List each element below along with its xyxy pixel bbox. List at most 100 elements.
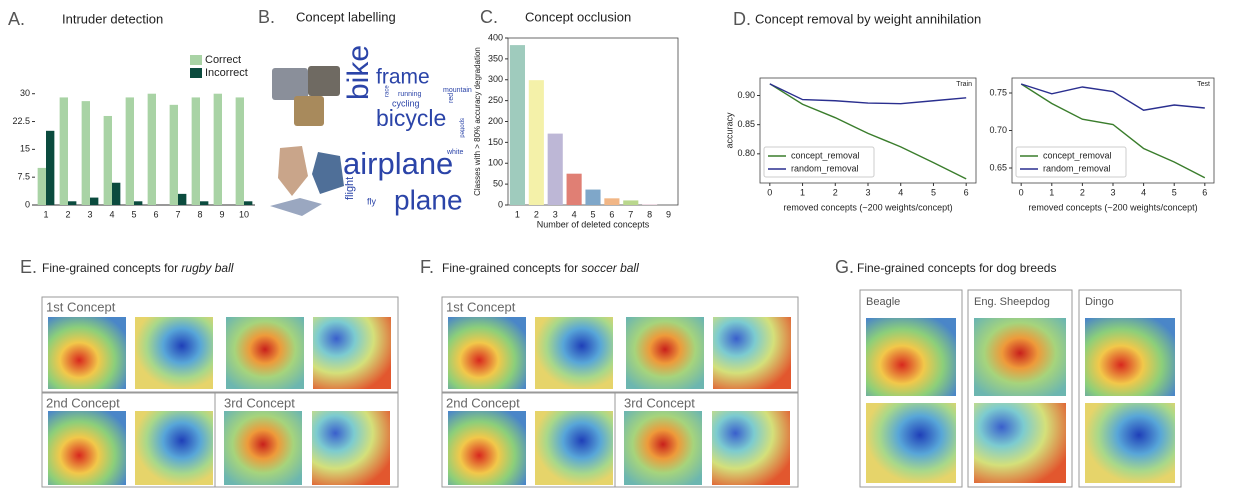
legend-label: Correct bbox=[205, 54, 241, 66]
word: bike bbox=[342, 45, 375, 100]
heatmap-image bbox=[313, 317, 391, 389]
y-tick-label: 100 bbox=[488, 158, 503, 168]
y-tick-label: 22.5 bbox=[12, 116, 30, 126]
x-tick-label: 4 bbox=[109, 209, 114, 219]
heatmap-image bbox=[48, 317, 126, 389]
corner-label: Test bbox=[1197, 81, 1210, 88]
word: airplane bbox=[343, 146, 453, 181]
heatmap-image bbox=[626, 317, 704, 389]
x-tick-label: 2 bbox=[1080, 187, 1085, 197]
bar bbox=[68, 201, 76, 205]
panel-title: Concept labelling bbox=[296, 9, 396, 24]
x-tick-label: 8 bbox=[197, 209, 202, 219]
image bbox=[308, 66, 340, 96]
bar bbox=[126, 97, 134, 205]
x-tick-label: 0 bbox=[1019, 187, 1024, 197]
bar bbox=[244, 201, 252, 205]
bar bbox=[148, 94, 156, 205]
panel-letter: F. bbox=[420, 257, 434, 277]
word: flight bbox=[344, 177, 356, 200]
y-tick-label: 400 bbox=[488, 32, 503, 42]
x-tick-label: 5 bbox=[1172, 187, 1177, 197]
heatmap-image bbox=[312, 411, 390, 485]
x-tick-label: 5 bbox=[590, 209, 595, 219]
word: race bbox=[385, 85, 391, 97]
word: fly bbox=[367, 196, 377, 206]
x-tick-label: 9 bbox=[666, 209, 671, 219]
bar bbox=[104, 116, 112, 205]
y-tick-label: 30 bbox=[20, 88, 30, 98]
concept-label: Eng. Sheepdog bbox=[974, 296, 1050, 308]
concept-label: 1st Concept bbox=[46, 299, 116, 314]
x-tick-label: 3 bbox=[1110, 187, 1115, 197]
concept-label: 3rd Concept bbox=[224, 395, 295, 410]
panel-title-text: Fine-grained concepts for bbox=[442, 261, 581, 275]
x-tick-label: 3 bbox=[865, 187, 870, 197]
x-tick-label: 6 bbox=[153, 209, 158, 219]
y-tick-label: 200 bbox=[488, 116, 503, 126]
word: plane bbox=[394, 184, 463, 215]
y-tick-label: 0.65 bbox=[989, 162, 1007, 172]
legend-label: random_removal bbox=[791, 163, 859, 173]
chart-title: Intruder detection bbox=[62, 11, 163, 26]
panel-title-text: Fine-grained concepts for dog breeds bbox=[857, 261, 1056, 275]
x-tick-label: 4 bbox=[572, 209, 577, 219]
chart-title: Concept occlusion bbox=[525, 9, 631, 24]
bar bbox=[178, 194, 186, 205]
x-tick-label: 2 bbox=[65, 209, 70, 219]
y-axis-label: accuracy bbox=[724, 112, 734, 149]
y-tick-label: 0.70 bbox=[989, 125, 1007, 135]
x-axis-label: removed concepts (~200 weights/concept) bbox=[1028, 202, 1197, 212]
heatmap-image bbox=[974, 403, 1066, 483]
x-tick-label: 6 bbox=[1202, 187, 1207, 197]
heatmap-image bbox=[535, 411, 613, 485]
chart-title: Concept removal by weight annihilation bbox=[755, 11, 981, 26]
heatmap-image bbox=[1085, 403, 1175, 483]
y-tick-label: 150 bbox=[488, 137, 503, 147]
x-tick-label: 9 bbox=[219, 209, 224, 219]
bar bbox=[548, 134, 563, 205]
panel-title: Fine-grained concepts for rugby ball bbox=[42, 261, 234, 275]
x-tick-label: 4 bbox=[898, 187, 903, 197]
y-tick-label: 15 bbox=[20, 144, 30, 154]
image bbox=[278, 146, 308, 196]
heatmap-image bbox=[535, 317, 613, 389]
legend-swatch bbox=[190, 68, 202, 78]
heatmap-image bbox=[712, 411, 790, 485]
x-tick-label: 2 bbox=[833, 187, 838, 197]
x-tick-label: 2 bbox=[534, 209, 539, 219]
bar bbox=[90, 198, 98, 205]
panel-letter: G. bbox=[835, 257, 854, 277]
word: bicycle bbox=[376, 105, 446, 131]
y-tick-label: 0 bbox=[25, 199, 30, 209]
x-axis-label: Number of deleted concepts bbox=[537, 219, 650, 229]
corner-label: Train bbox=[956, 81, 972, 88]
bar bbox=[200, 201, 208, 205]
bar bbox=[567, 174, 582, 205]
panel-title-text: Fine-grained concepts for bbox=[42, 261, 181, 275]
bar bbox=[46, 131, 54, 205]
concept-label: Beagle bbox=[866, 296, 900, 308]
x-tick-label: 1 bbox=[515, 209, 520, 219]
bar bbox=[214, 94, 222, 205]
image bbox=[272, 68, 308, 100]
word: white bbox=[446, 149, 463, 156]
x-tick-label: 5 bbox=[131, 209, 136, 219]
y-axis-label: Classes with > 80% accuracy degradation bbox=[473, 47, 482, 196]
x-tick-label: 6 bbox=[964, 187, 969, 197]
y-tick-label: 300 bbox=[488, 74, 503, 84]
line-series bbox=[770, 84, 966, 104]
heatmap-image bbox=[224, 411, 302, 485]
heatmap-image bbox=[866, 318, 956, 396]
image bbox=[294, 96, 324, 126]
concept-label: 1st Concept bbox=[446, 299, 516, 314]
bar bbox=[170, 105, 178, 205]
bar bbox=[236, 97, 244, 205]
image bbox=[270, 198, 322, 216]
panel-letter: A. bbox=[8, 9, 25, 29]
heatmap-image bbox=[448, 411, 526, 485]
x-tick-label: 7 bbox=[628, 209, 633, 219]
x-tick-label: 0 bbox=[767, 187, 772, 197]
word: running bbox=[398, 91, 421, 98]
bar bbox=[112, 183, 120, 205]
